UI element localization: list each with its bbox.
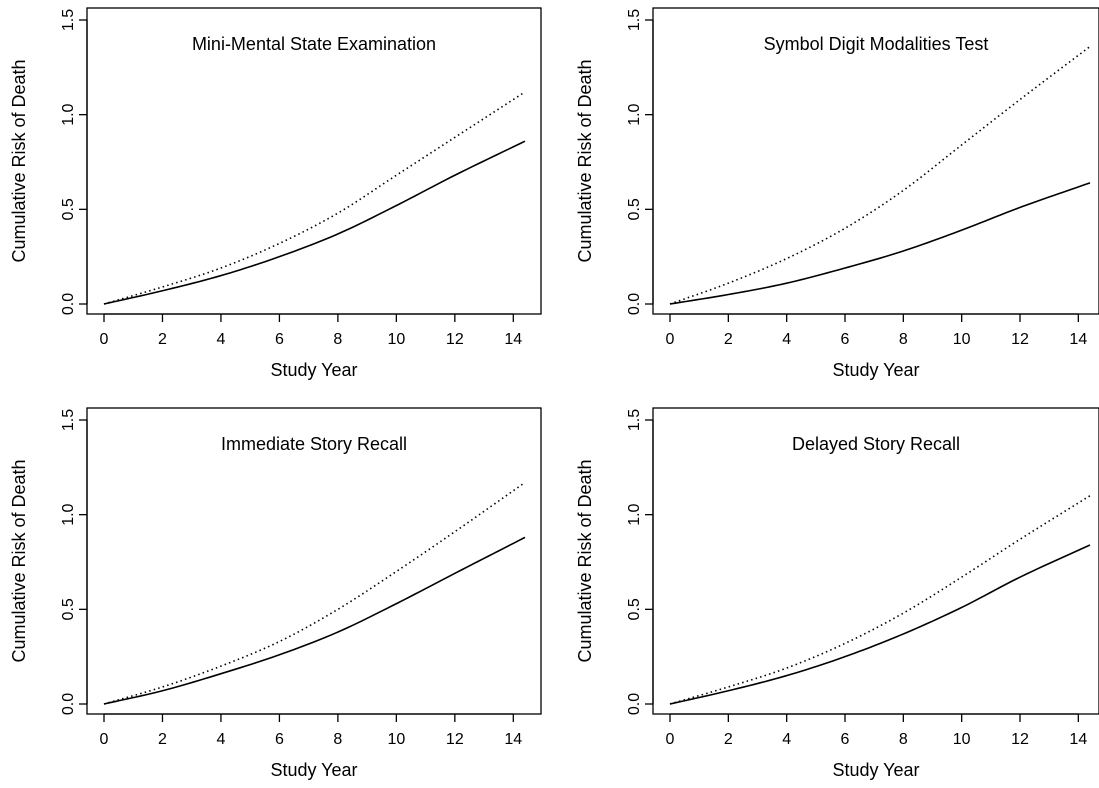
x-tick-label: 14 <box>504 731 522 748</box>
series-line-solid <box>669 182 1091 305</box>
x-tick-label: 14 <box>1069 731 1087 748</box>
y-axis-title: Cumulative Risk of Death <box>575 459 595 662</box>
x-tick-label: 6 <box>275 731 284 748</box>
y-tick-label: 1.5 <box>626 9 643 31</box>
y-axis-title: Cumulative Risk of Death <box>575 59 595 262</box>
x-axis-title: Study Year <box>270 360 357 380</box>
y-tick-label: 1.0 <box>60 503 77 525</box>
x-tick-label: 0 <box>666 331 675 348</box>
panel-1: 0 2 4 6 8 10 12 14 0.0 0.5 1.0 1.5 Study Year Cumulat… <box>9 7 542 380</box>
x-tick-label: 14 <box>1069 331 1087 348</box>
x-tick-label: 0 <box>100 731 109 748</box>
y-axis-title: Cumulative Risk of Death <box>9 59 29 262</box>
y-tick-label: 0.0 <box>626 693 643 715</box>
y-tick-label: 1.0 <box>626 103 643 125</box>
panel-title: Delayed Story Recall <box>792 434 960 454</box>
y-tick-label: 0.0 <box>60 293 77 315</box>
x-tick-label: 2 <box>724 331 733 348</box>
y-tick-label: 1.5 <box>60 9 77 31</box>
x-tick-label: 12 <box>1011 331 1029 348</box>
series-line-dotted <box>669 495 1091 705</box>
panel-4: 0 2 4 6 8 10 12 14 0.0 0.5 1.0 1.5 Study Year Cumulat… <box>575 407 1099 780</box>
y-tick-label: 0.0 <box>626 293 643 315</box>
x-axis-title: Study Year <box>832 760 919 780</box>
x-axis-title: Study Year <box>832 360 919 380</box>
x-tick-label: 6 <box>841 331 850 348</box>
panel-title: Mini-Mental State Examination <box>192 34 436 54</box>
x-tick-label: 4 <box>216 731 225 748</box>
x-tick-label: 6 <box>275 331 284 348</box>
series-line-solid <box>103 140 526 305</box>
y-tick-label: 1.0 <box>60 103 77 125</box>
x-tick-label: 2 <box>158 731 167 748</box>
y-tick-label: 0.5 <box>626 598 643 620</box>
x-tick-label: 12 <box>446 731 464 748</box>
series-line-dotted <box>103 91 526 305</box>
x-tick-label: 10 <box>953 331 971 348</box>
y-tick-label: 0.5 <box>626 198 643 220</box>
x-tick-label: 8 <box>333 331 342 348</box>
y-axis-title: Cumulative Risk of Death <box>9 459 29 662</box>
y-tick-label: 1.5 <box>626 409 643 431</box>
x-tick-label: 10 <box>387 731 405 748</box>
x-tick-label: 0 <box>666 731 675 748</box>
series-line-dotted <box>103 481 526 705</box>
x-axis-title: Study Year <box>270 760 357 780</box>
panel-2: 0 2 4 6 8 10 12 14 0.0 0.5 1.0 1.5 Study Year Cumulat… <box>575 7 1099 380</box>
y-tick-label: 0.5 <box>60 198 77 220</box>
series-line-dotted <box>669 45 1091 305</box>
x-tick-label: 10 <box>387 331 405 348</box>
x-tick-label: 2 <box>158 331 167 348</box>
x-tick-label: 4 <box>782 331 791 348</box>
x-tick-label: 8 <box>899 731 908 748</box>
x-tick-label: 14 <box>504 331 522 348</box>
panel-title: Symbol Digit Modalities Test <box>764 34 989 54</box>
x-tick-label: 12 <box>446 331 464 348</box>
x-tick-label: 0 <box>100 331 109 348</box>
x-tick-label: 12 <box>1011 731 1029 748</box>
panel-title: Immediate Story Recall <box>221 434 407 454</box>
series-line-solid <box>103 536 526 705</box>
x-tick-label: 4 <box>782 731 791 748</box>
x-tick-label: 6 <box>841 731 850 748</box>
y-tick-label: 0.5 <box>60 598 77 620</box>
y-tick-label: 0.0 <box>60 693 77 715</box>
y-tick-label: 1.5 <box>60 409 77 431</box>
series-line-solid <box>669 544 1091 705</box>
y-tick-label: 1.0 <box>626 503 643 525</box>
x-tick-label: 10 <box>953 731 971 748</box>
x-tick-label: 2 <box>724 731 733 748</box>
x-tick-label: 4 <box>216 331 225 348</box>
x-tick-label: 8 <box>899 331 908 348</box>
panel-3: 0 2 4 6 8 10 12 14 0.0 0.5 1.0 1.5 Study Year Cumulat… <box>9 407 542 780</box>
x-tick-label: 8 <box>333 731 342 748</box>
